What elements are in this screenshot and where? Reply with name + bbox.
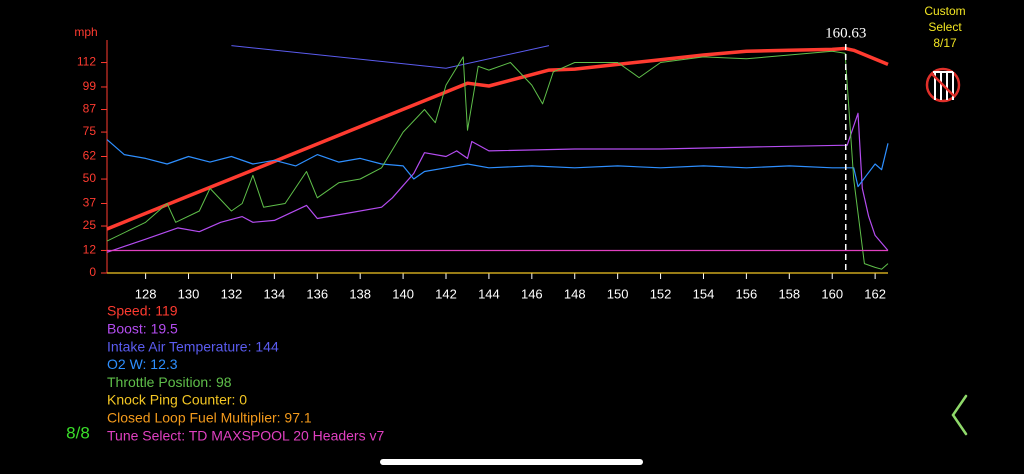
legend-entry: O2 W: 12.3 <box>107 356 178 372</box>
series-line <box>106 139 889 188</box>
x-tick-label: 138 <box>349 286 371 301</box>
y-tick-label: 62 <box>83 149 97 163</box>
series-line <box>106 46 889 231</box>
x-tick-label: 144 <box>478 286 500 301</box>
y-tick-label: 87 <box>83 102 97 116</box>
page-indicator: 8/8 <box>66 423 90 442</box>
cursor-label: 160.63 <box>825 25 866 41</box>
series-line <box>106 50 889 270</box>
custom-select[interactable]: 8/17 <box>933 36 957 50</box>
x-tick-label: 156 <box>736 286 758 301</box>
legend-entry: Tune Select: TD MAXSPOOL 20 Headers v7 <box>107 427 384 443</box>
legend-entry: Boost: 19.5 <box>107 321 178 337</box>
y-axis-label: mph <box>74 25 97 39</box>
x-tick-label: 134 <box>264 286 286 301</box>
x-tick-label: 146 <box>521 286 543 301</box>
y-tick-label: 50 <box>83 171 97 185</box>
y-tick-label: 112 <box>77 55 96 69</box>
legend-entry: Closed Loop Fuel Multiplier: 97.1 <box>107 410 312 426</box>
x-tick-label: 148 <box>564 286 586 301</box>
icon-ring <box>925 67 961 103</box>
x-tick-label: 132 <box>221 286 243 301</box>
custom-select[interactable]: Select <box>928 20 962 34</box>
legend-entry: Throttle Position: 98 <box>107 374 232 390</box>
x-tick-label: 158 <box>778 286 800 301</box>
x-tick-label: 160 <box>821 286 843 301</box>
y-tick-label: 99 <box>83 79 97 93</box>
back-chevron[interactable] <box>951 394 968 436</box>
x-tick-label: 154 <box>693 286 715 301</box>
legend-entry: Knock Ping Counter: 0 <box>107 392 247 408</box>
y-tick-label: 75 <box>83 124 97 138</box>
y-tick-label: 12 <box>83 243 97 257</box>
x-tick-label: 140 <box>392 286 414 301</box>
custom-select[interactable]: Custom <box>924 4 965 18</box>
x-tick-label: 142 <box>435 286 457 301</box>
legend-entry: Speed: 119 <box>107 303 178 319</box>
legend-entry: Intake Air Temperature: 144 <box>107 338 279 354</box>
y-tick-label: 25 <box>83 218 97 232</box>
x-tick-label: 136 <box>306 286 328 301</box>
x-tick-label: 152 <box>650 286 672 301</box>
y-tick-label: 37 <box>83 196 97 210</box>
series-line <box>231 45 550 69</box>
tune-icon[interactable] <box>925 67 961 103</box>
icon-slash <box>931 73 955 97</box>
y-tick-label: 0 <box>89 265 96 279</box>
x-tick-label: 150 <box>607 286 629 301</box>
home-indicator[interactable] <box>380 459 643 465</box>
x-tick-label: 162 <box>864 286 886 301</box>
x-tick-label: 128 <box>135 286 157 301</box>
x-tick-label: 130 <box>178 286 200 301</box>
